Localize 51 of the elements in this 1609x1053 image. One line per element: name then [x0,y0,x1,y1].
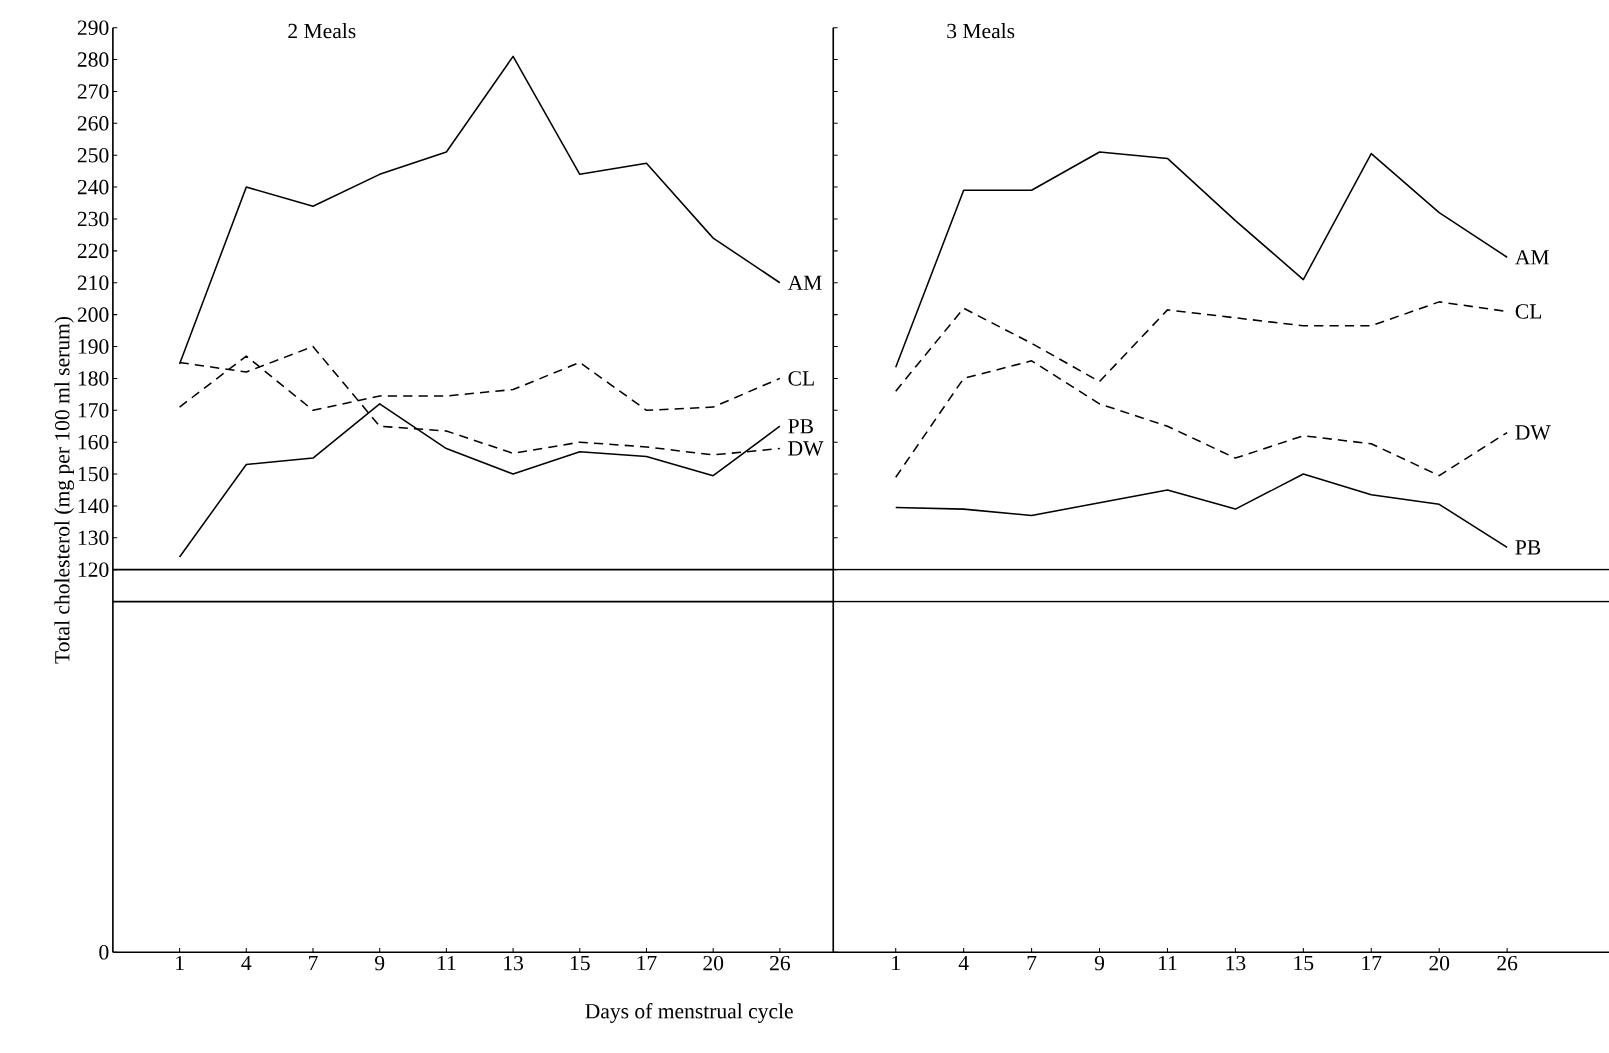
x-tick-label: 20 [703,955,724,971]
series-label: PB [788,419,813,434]
x-tick-label: 7 [309,955,318,971]
x-tick-label: 15 [1294,955,1314,971]
series-label: PB [1515,540,1541,555]
y-tick-label: 160 [78,434,109,450]
series-label: DW [1515,425,1551,440]
chart-title: 2 Meals [288,23,356,39]
y-tick-label: 240 [77,179,109,195]
x-tick-label: 9 [374,955,385,971]
y-tick-label: 270 [77,84,109,99]
x-tick-label: 17 [637,955,657,971]
series-label: DW [788,441,824,456]
series-label: CL [1515,304,1542,319]
chart-title: 3 Meals [947,23,1015,39]
y-axis-title: Total cholesterol (mg per 100 ml serum) [54,316,74,664]
x-tick-label: 11 [437,955,456,971]
x-tick-label: 26 [1497,955,1518,971]
y-tick-label: 190 [78,339,109,354]
series-label: CL [788,371,814,386]
x-tick-label: 1 [176,955,184,971]
x-tick-label: 1 [892,955,900,971]
y-tick-label: 210 [77,275,109,291]
y-tick-label: 170 [78,403,109,418]
y-tick-label: 0 [99,945,109,960]
y-tick-label: 200 [77,307,109,322]
y-tick-label: 180 [78,371,109,386]
series-label: AM [1515,250,1549,265]
y-tick-label: 220 [77,243,109,259]
x-tick-label: 13 [1226,955,1246,971]
series-label: AM [787,275,822,290]
y-tick-label: 230 [77,211,109,227]
y-tick-label: 250 [77,148,109,163]
y-tick-label: 120 [78,562,109,578]
x-tick-label: 20 [1429,955,1450,971]
y-tick-label: 290 [77,20,109,36]
y-tick-label: 140 [78,498,109,514]
y-tick-label: 150 [78,466,109,482]
x-tick-label: 4 [241,955,252,971]
x-tick-label: 9 [1094,955,1105,971]
y-tick-label: 280 [77,52,109,67]
x-tick-label: 26 [770,955,791,971]
x-axis-title: Days of menstrual cycle [585,1003,793,1023]
x-tick-label: 4 [958,955,969,971]
y-tick-label: 130 [78,530,109,546]
x-tick-label: 7 [1027,955,1037,971]
x-tick-label: 15 [570,955,590,971]
x-tick-label: 11 [1158,955,1177,971]
x-tick-label: 17 [1362,955,1382,971]
y-tick-label: 260 [77,116,109,131]
x-tick-label: 13 [504,955,524,971]
